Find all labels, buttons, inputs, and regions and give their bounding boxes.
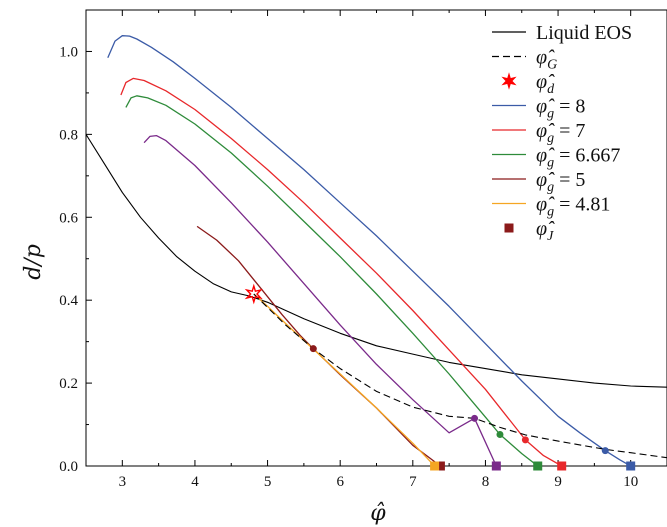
- y-tick-label: 0.4: [59, 293, 78, 309]
- plot-border: [85, 9, 667, 467]
- y-tick-label: 0.2: [59, 376, 78, 392]
- series-line-0: [107, 35, 632, 466]
- legend-item-6: φ̂g = 5: [492, 169, 585, 195]
- legend: Liquid EOS φ̂Gφ̂dφ̂g = 8φ̂g = 7φ̂g = 6.66…: [492, 22, 632, 244]
- markers: [244, 283, 636, 471]
- series-line-3: [143, 134, 497, 466]
- legend-item-2: φ̂d: [501, 71, 555, 97]
- jam-point-4: [435, 461, 445, 471]
- plot-frame: [85, 9, 667, 467]
- x-tick-label: 10: [623, 474, 638, 490]
- x-tick-label: 7: [409, 474, 417, 490]
- legend-swatch: [504, 223, 514, 233]
- jam-point-0: [626, 461, 636, 471]
- jam-point-1: [557, 461, 567, 471]
- legend-label: φ̂G: [536, 47, 557, 73]
- x-tick-label: 8: [482, 474, 490, 490]
- series-point-1: [521, 436, 529, 444]
- series-point-3: [471, 414, 479, 422]
- curves: [86, 35, 667, 466]
- y-tick-label: 0.0: [59, 459, 78, 475]
- legend-item-8: φ̂J: [504, 218, 555, 244]
- series-line-2: [125, 95, 539, 466]
- y-tick-label: 0.8: [59, 127, 78, 143]
- liquid-eos-line: [86, 134, 667, 388]
- legend-label: φ̂g = 6.667: [536, 145, 620, 171]
- legend-label: φ̂d: [536, 71, 555, 97]
- x-tick-label: 5: [264, 474, 272, 490]
- legend-label: φ̂J: [536, 218, 555, 244]
- x-tick-label: 4: [191, 474, 199, 490]
- x-axis-label: φ̂: [370, 501, 386, 526]
- legend-item-7: φ̂g = 4.81: [492, 194, 610, 220]
- y-axis-label: d/p: [21, 244, 46, 280]
- x-tick-label: 9: [554, 474, 562, 490]
- legend-label: φ̂g = 7: [536, 120, 585, 146]
- legend-item-5: φ̂g = 6.667: [492, 145, 620, 171]
- legend-item-3: φ̂g = 8: [492, 96, 585, 122]
- series-line-5: [253, 293, 436, 466]
- series-point-4: [309, 345, 317, 353]
- phi-G-dashed-line: [253, 293, 667, 459]
- legend-swatch: [501, 72, 517, 90]
- legend-label: Liquid EOS: [536, 22, 632, 44]
- jam-point-5: [430, 461, 440, 471]
- legend-label: φ̂g = 5: [536, 169, 585, 195]
- jam-point-3: [491, 461, 501, 471]
- x-tick-label: 6: [336, 474, 344, 490]
- legend-item-1: φ̂G: [492, 47, 557, 73]
- y-tick-label: 1.0: [59, 44, 78, 60]
- y-tick-label: 0.6: [59, 210, 78, 226]
- x-tick-label: 3: [119, 474, 127, 490]
- legend-item-0: Liquid EOS: [492, 22, 632, 44]
- legend-label: φ̂g = 8: [536, 96, 585, 122]
- jam-point-2: [533, 461, 543, 471]
- legend-item-4: φ̂g = 7: [492, 120, 585, 146]
- axis-ticks: 3 4 5 6 7 8 9 10 0.0 0.2 0.4 0.6 0.8 1.0: [59, 9, 667, 490]
- legend-label: φ̂g = 4.81: [536, 194, 610, 220]
- phi-d-star: [244, 283, 263, 305]
- series-line-1: [120, 77, 563, 466]
- series-point-2: [496, 430, 504, 438]
- series-point-0: [601, 447, 609, 455]
